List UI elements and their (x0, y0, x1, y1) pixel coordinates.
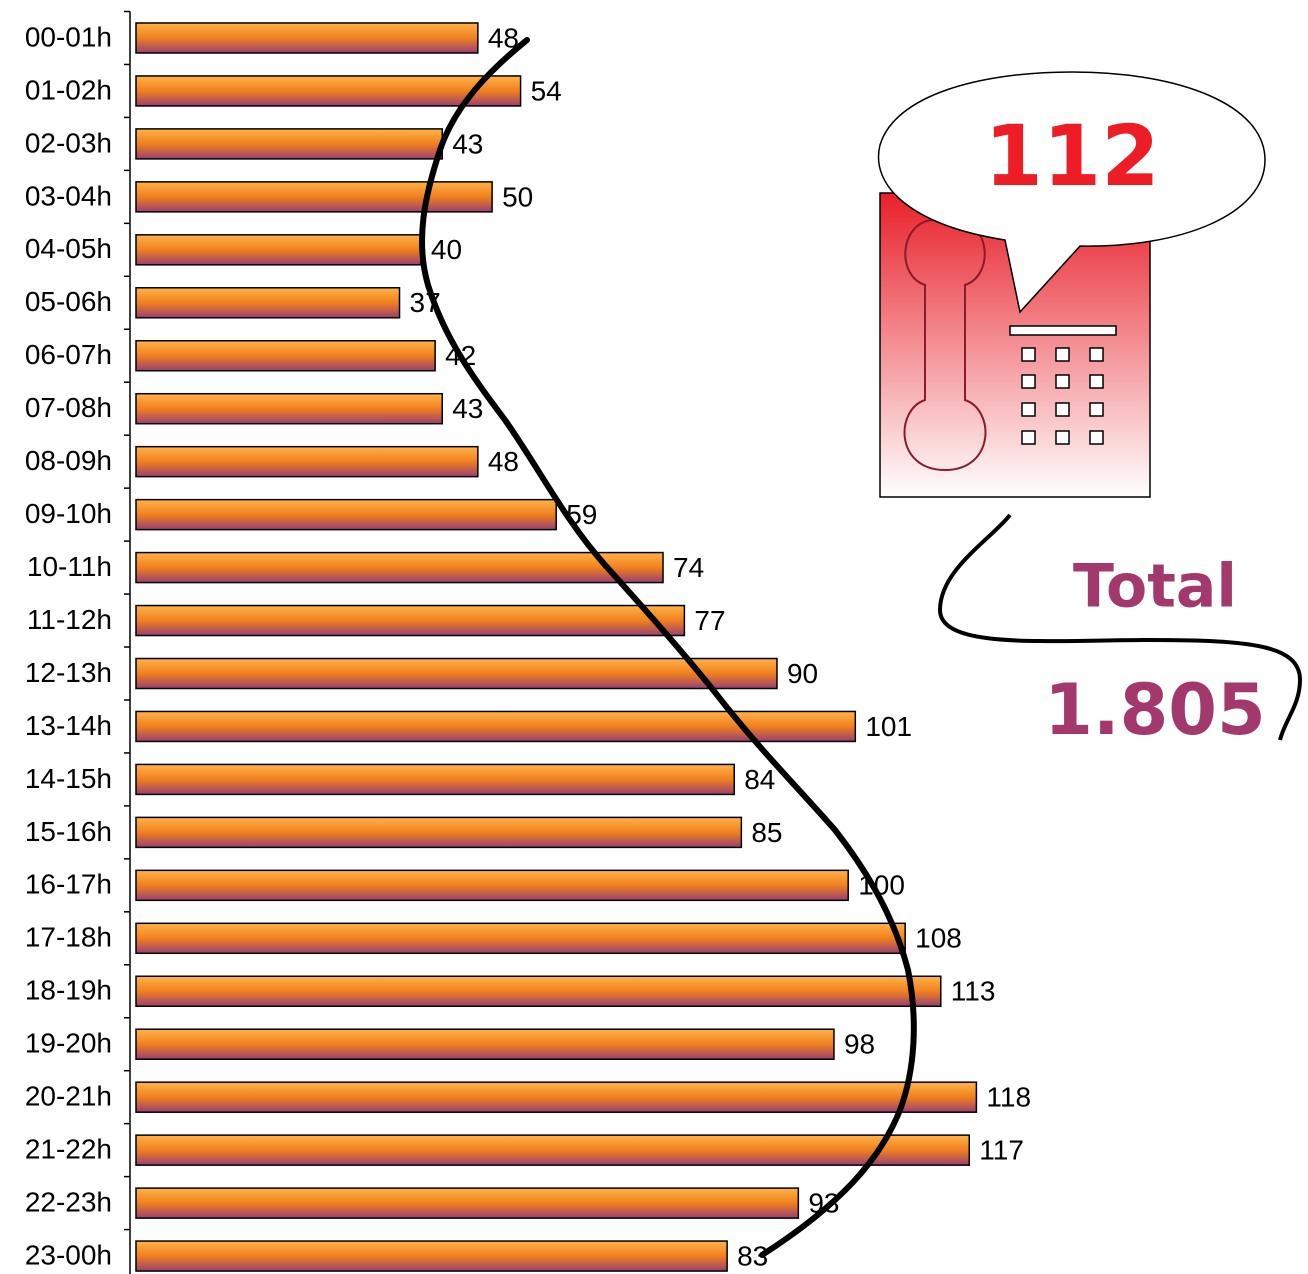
category-label: 09-10h (25, 498, 112, 529)
value-label: 93 (808, 1187, 839, 1218)
bar (135, 287, 401, 319)
value-label: 74 (673, 552, 704, 583)
value-label: 54 (531, 75, 562, 106)
category-label: 17-18h (25, 922, 112, 953)
value-label: 37 (410, 287, 441, 318)
value-label: 43 (452, 393, 483, 424)
category-label: 00-01h (25, 21, 112, 52)
category-label: 11-12h (27, 604, 112, 635)
trend-curve (419, 37, 917, 1258)
bar (135, 551, 664, 584)
bar (135, 181, 493, 213)
bar (135, 392, 443, 425)
bar (135, 922, 906, 955)
value-label: 42 (445, 340, 476, 371)
category-label: 10-11h (27, 551, 112, 582)
value-label: 40 (431, 234, 462, 265)
category-label: 21-22h (25, 1134, 112, 1165)
value-label: 43 (452, 128, 483, 159)
value-label: 50 (502, 181, 533, 212)
bar (135, 816, 743, 849)
category-label: 03-04h (25, 180, 112, 211)
bar (135, 1028, 835, 1060)
category-label: 07-08h (25, 392, 112, 423)
value-label: 48 (488, 22, 519, 53)
value-label: 48 (488, 446, 519, 477)
value-label: 90 (787, 658, 818, 689)
category-label: 20-21h (25, 1081, 112, 1112)
bar (135, 75, 522, 107)
category-label: 23-00h (25, 1239, 112, 1270)
keypad (1021, 347, 1104, 445)
value-label: 85 (751, 817, 782, 848)
speech-bubble (877, 71, 1266, 314)
display (1009, 325, 1117, 336)
bar (135, 604, 686, 637)
bar (135, 657, 778, 690)
bar (135, 763, 735, 796)
category-label: 01-02h (25, 74, 112, 105)
category-label: 12-13h (25, 657, 112, 688)
category-label: 04-05h (25, 233, 112, 264)
value-label: 113 (951, 976, 996, 1007)
bar (135, 1187, 800, 1219)
category-label: 13-14h (25, 710, 112, 741)
bar (135, 128, 443, 160)
category-label: 16-17h (25, 869, 112, 900)
bar (135, 869, 849, 902)
category-label: 14-15h (25, 763, 112, 794)
bar (135, 1134, 971, 1166)
bar (135, 498, 557, 531)
bar (135, 445, 479, 478)
value-label: 83 (737, 1240, 768, 1271)
category-label: 19-20h (25, 1028, 112, 1059)
value-label: 84 (744, 764, 775, 795)
total-value: 1.805 (1044, 669, 1265, 751)
bar (135, 22, 479, 54)
value-label: 118 (986, 1082, 1031, 1113)
value-label: 108 (915, 923, 962, 954)
bar (135, 1240, 728, 1272)
value-label: 117 (979, 1135, 1024, 1166)
bars (124, 10, 978, 1274)
category-label: 22-23h (25, 1186, 112, 1217)
category-label: 08-09h (25, 445, 112, 476)
value-label: 59 (566, 499, 597, 530)
phone: 112 (877, 71, 1303, 741)
bar (135, 234, 422, 266)
category-label: 05-06h (25, 286, 112, 317)
category-label: 06-07h (25, 339, 112, 370)
bubble-number: 112 (984, 107, 1159, 205)
value-label: 101 (865, 711, 912, 742)
category-label: 15-16h (25, 816, 112, 847)
bar (135, 710, 857, 743)
value-label: 100 (858, 870, 905, 901)
category-label: 02-03h (25, 127, 112, 158)
category-label: 18-19h (25, 975, 112, 1006)
value-label: 77 (694, 605, 725, 636)
value-label: 98 (844, 1029, 875, 1060)
total-label: Total (1073, 552, 1237, 622)
bar (135, 1081, 978, 1113)
bar (135, 339, 436, 372)
phone-cord (937, 513, 1303, 741)
handset (903, 219, 987, 472)
bar (135, 975, 942, 1008)
